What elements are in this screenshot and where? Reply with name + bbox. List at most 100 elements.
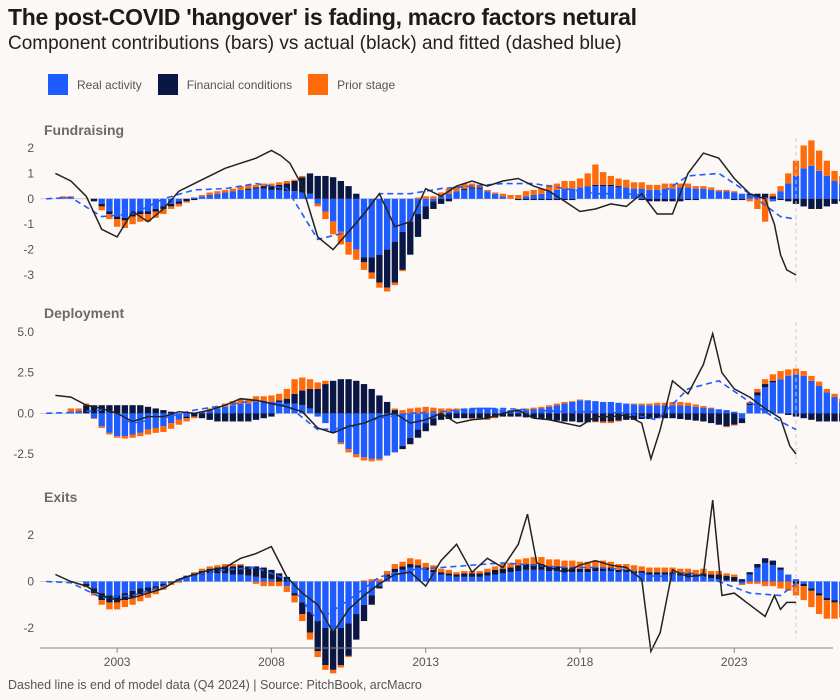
bar-prior-stage bbox=[677, 568, 684, 574]
legend-item-real-activity: Real activity bbox=[48, 74, 142, 95]
bar-financial-conditions bbox=[160, 206, 167, 209]
bar-prior-stage bbox=[407, 558, 414, 565]
bar-prior-stage bbox=[399, 561, 406, 567]
bar-prior-stage bbox=[684, 402, 692, 407]
bar-real-activity bbox=[345, 581, 352, 624]
bar-real-activity bbox=[144, 413, 152, 430]
bar-real-activity bbox=[183, 413, 190, 417]
bar-prior-stage bbox=[391, 282, 399, 286]
bar-financial-conditions bbox=[723, 575, 730, 581]
bar-financial-conditions bbox=[360, 257, 368, 263]
bar-real-activity bbox=[715, 409, 722, 414]
bar-financial-conditions bbox=[677, 413, 684, 420]
fitted-line bbox=[46, 562, 797, 623]
bar-prior-stage bbox=[383, 287, 391, 292]
bar-real-activity bbox=[569, 188, 576, 199]
bar-real-activity bbox=[152, 581, 159, 587]
bar-prior-stage bbox=[59, 196, 67, 198]
bar-financial-conditions bbox=[229, 413, 237, 422]
bar-prior-stage bbox=[800, 586, 807, 601]
bar-real-activity bbox=[353, 581, 360, 615]
bar-prior-stage bbox=[260, 183, 267, 187]
bar-real-activity bbox=[399, 198, 406, 232]
bar-real-activity bbox=[522, 410, 530, 414]
bar-financial-conditions bbox=[684, 413, 692, 420]
bar-prior-stage bbox=[106, 214, 113, 220]
bar-real-activity bbox=[461, 408, 468, 414]
bar-prior-stage bbox=[98, 600, 105, 605]
panel-title: Fundraising bbox=[44, 122, 124, 138]
bar-financial-conditions bbox=[707, 574, 715, 579]
x-axis: 2003 2008 2013 2018 2023 bbox=[40, 647, 833, 669]
bar-prior-stage bbox=[599, 560, 607, 568]
bar-prior-stage bbox=[646, 567, 653, 573]
bar-prior-stage bbox=[491, 566, 499, 570]
bar-real-activity bbox=[754, 395, 761, 414]
bar-real-activity bbox=[599, 186, 607, 199]
bar-real-activity bbox=[553, 571, 561, 582]
bar-financial-conditions bbox=[461, 413, 468, 419]
bar-real-activity bbox=[499, 196, 507, 199]
bar-financial-conditions bbox=[368, 388, 375, 414]
bar-financial-conditions bbox=[545, 198, 553, 201]
bar-real-activity bbox=[160, 581, 167, 584]
bar-real-activity bbox=[98, 581, 105, 594]
bar-prior-stage bbox=[322, 665, 329, 670]
fitted-line bbox=[46, 379, 797, 431]
bar-prior-stage bbox=[630, 403, 638, 405]
bar-prior-stage bbox=[707, 187, 715, 190]
bar-prior-stage bbox=[692, 186, 699, 189]
bar-real-activity bbox=[453, 191, 460, 199]
bar-real-activity bbox=[391, 198, 399, 242]
actual-line bbox=[55, 500, 796, 654]
bar-prior-stage bbox=[229, 564, 237, 567]
bar-prior-stage bbox=[152, 427, 159, 433]
bar-financial-conditions bbox=[306, 611, 314, 633]
bar-real-activity bbox=[414, 567, 422, 582]
bar-prior-stage bbox=[329, 221, 337, 235]
bar-financial-conditions bbox=[484, 572, 491, 576]
bar-financial-conditions bbox=[360, 604, 368, 622]
bar-prior-stage bbox=[715, 571, 722, 575]
bar-real-activity bbox=[507, 572, 514, 582]
bar-financial-conditions bbox=[522, 564, 530, 570]
bar-financial-conditions bbox=[353, 614, 360, 640]
bar-real-activity bbox=[607, 401, 614, 414]
bar-prior-stage bbox=[507, 194, 514, 199]
fitted-line bbox=[46, 172, 797, 241]
bar-real-activity bbox=[437, 196, 445, 199]
bar-real-activity bbox=[723, 580, 730, 582]
panel-exits: Exits 2 0 -2 bbox=[23, 489, 840, 674]
bar-financial-conditions bbox=[260, 413, 267, 419]
bar-real-activity bbox=[815, 170, 823, 199]
bar-financial-conditions bbox=[337, 628, 345, 666]
bar-prior-stage bbox=[245, 184, 252, 189]
bar-prior-stage bbox=[314, 651, 321, 658]
bar-real-activity bbox=[769, 565, 776, 582]
bar-prior-stage bbox=[831, 602, 838, 619]
bar-real-activity bbox=[383, 413, 391, 456]
bar-real-activity bbox=[98, 413, 105, 427]
bar-real-activity bbox=[661, 188, 668, 199]
bar-prior-stage bbox=[337, 442, 345, 445]
bar-prior-stage bbox=[769, 581, 776, 587]
bar-real-activity bbox=[545, 406, 553, 414]
bar-prior-stage bbox=[414, 407, 422, 414]
bar-prior-stage bbox=[106, 602, 113, 610]
bar-financial-conditions bbox=[314, 175, 321, 199]
bar-financial-conditions bbox=[661, 413, 668, 419]
bar-financial-conditions bbox=[731, 576, 738, 582]
bar-prior-stage bbox=[337, 665, 345, 668]
bar-prior-stage bbox=[738, 583, 746, 585]
bar-real-activity bbox=[345, 198, 352, 242]
bar-real-activity bbox=[461, 189, 468, 199]
bar-financial-conditions bbox=[198, 413, 206, 419]
bar-real-activity bbox=[422, 198, 429, 207]
bar-real-activity bbox=[738, 581, 746, 584]
bar-real-activity bbox=[569, 401, 576, 414]
chart-footer: Dashed line is end of model data (Q4 202… bbox=[8, 678, 422, 692]
bar-real-activity bbox=[121, 198, 129, 218]
bar-real-activity bbox=[684, 575, 692, 582]
bar-real-activity bbox=[160, 198, 167, 207]
bar-prior-stage bbox=[800, 145, 807, 169]
